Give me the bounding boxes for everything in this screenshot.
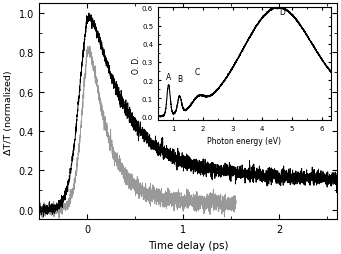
Y-axis label: ΔT/T (normalized): ΔT/T (normalized) [4, 70, 13, 154]
X-axis label: Time delay (ps): Time delay (ps) [148, 240, 228, 250]
